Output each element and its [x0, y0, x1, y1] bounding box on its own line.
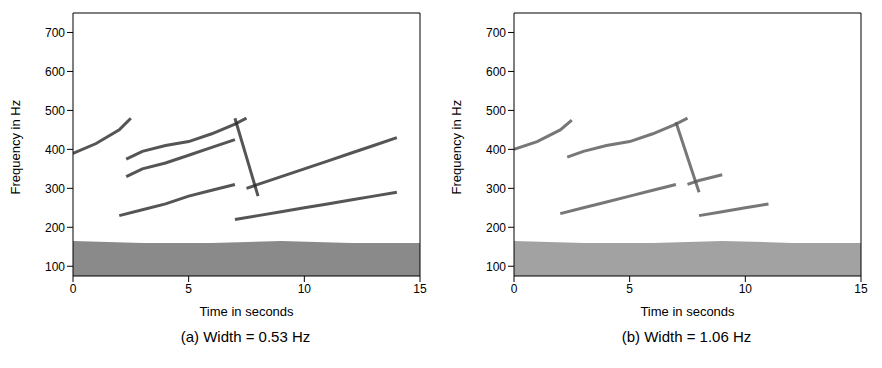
svg-text:400: 400 — [485, 143, 505, 157]
svg-text:Frequency in Hz: Frequency in Hz — [448, 100, 463, 195]
svg-text:400: 400 — [44, 143, 64, 157]
svg-text:700: 700 — [485, 26, 505, 40]
svg-text:10: 10 — [738, 282, 752, 296]
html-text:(a) Width = 0.53 Hz: (a) Width = 0.53 Hz — [180, 328, 311, 345]
svg-text:200: 200 — [485, 221, 505, 235]
svg-text:100: 100 — [485, 260, 505, 274]
svg-text:300: 300 — [485, 182, 505, 196]
svg-text:700: 700 — [44, 26, 64, 40]
svg-text:10: 10 — [297, 282, 311, 296]
svg-text:600: 600 — [44, 65, 64, 79]
svg-text:Time in seconds: Time in seconds — [199, 304, 294, 319]
svg-text:500: 500 — [44, 104, 64, 118]
svg-text:200: 200 — [44, 221, 64, 235]
html-text:(b) Width = 1.06 Hz: (b) Width = 1.06 Hz — [621, 328, 752, 345]
svg-text:5: 5 — [626, 282, 633, 296]
svg-text:0: 0 — [510, 282, 517, 296]
svg-text:5: 5 — [185, 282, 192, 296]
svg-text:100: 100 — [44, 260, 64, 274]
svg-text:15: 15 — [413, 282, 427, 296]
svg-text:500: 500 — [485, 104, 505, 118]
svg-text:15: 15 — [854, 282, 868, 296]
svg-text:0: 0 — [69, 282, 76, 296]
svg-text:300: 300 — [44, 182, 64, 196]
svg-text:600: 600 — [485, 65, 505, 79]
svg-text:Time in seconds: Time in seconds — [640, 304, 735, 319]
svg-text:Frequency in Hz: Frequency in Hz — [7, 100, 22, 195]
